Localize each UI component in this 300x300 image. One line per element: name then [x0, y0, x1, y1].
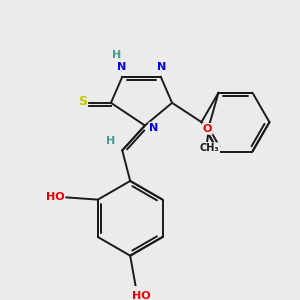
Text: HO: HO — [132, 291, 151, 300]
Text: O: O — [202, 124, 212, 134]
Text: N: N — [157, 61, 167, 72]
Text: S: S — [78, 95, 87, 108]
Text: H: H — [112, 50, 121, 60]
Text: HO: HO — [46, 192, 64, 203]
Text: CH₃: CH₃ — [200, 143, 219, 153]
Text: N: N — [149, 123, 159, 133]
Text: N: N — [116, 61, 126, 72]
Text: H: H — [106, 136, 116, 146]
